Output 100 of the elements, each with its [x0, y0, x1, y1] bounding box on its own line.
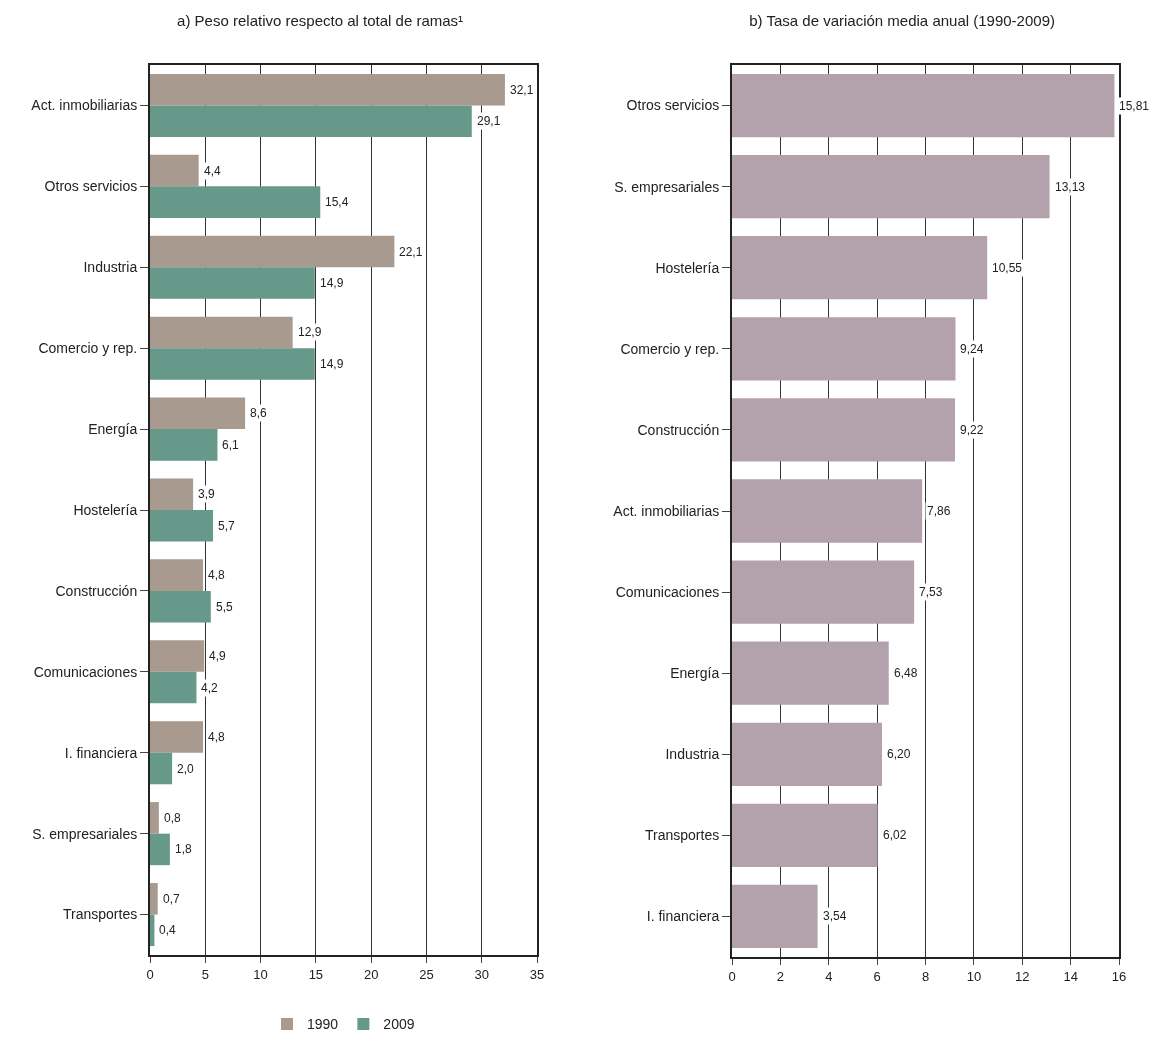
chart-title: b) Tasa de variación media anual (1990-2009): [749, 12, 1055, 30]
x-tick-label: 16: [1111, 968, 1127, 984]
y-tick-label: Industria: [665, 746, 720, 763]
data-label: 5,7: [218, 519, 236, 533]
x-tick-label: 12: [1015, 968, 1030, 984]
data-label: 14,9: [320, 357, 344, 371]
y-tick-label: Comunicaciones: [33, 663, 138, 680]
bar: [732, 722, 882, 786]
y-tick-label: Transportes: [63, 906, 138, 923]
y-tick-label: Industria: [83, 259, 138, 276]
legend-label: 2009: [383, 1016, 415, 1033]
y-tick-label: Otros servicios: [626, 97, 720, 114]
bar: [732, 884, 818, 949]
bar: [150, 154, 199, 187]
data-label: 0,7: [163, 892, 181, 906]
x-tick-label: 25: [419, 966, 434, 982]
data-label: 4,2: [201, 681, 219, 695]
data-label: 7,86: [927, 504, 951, 518]
bar: [150, 721, 204, 753]
bar: [150, 478, 194, 510]
data-label: 4,8: [208, 568, 226, 582]
x-tick-label: 6: [873, 968, 881, 984]
data-label: 22,1: [399, 245, 423, 259]
y-tick-label: Transportes: [645, 827, 720, 844]
y-tick-label: Construcción: [637, 421, 720, 438]
bar: [150, 752, 173, 785]
bar: [150, 802, 159, 834]
data-label: 4,8: [208, 730, 226, 744]
bar: [150, 510, 214, 542]
bar: [732, 560, 915, 624]
data-label: 13,13: [1055, 180, 1086, 194]
y-tick-label: Energía: [670, 665, 720, 682]
bar: [150, 316, 293, 349]
y-tick-label: Comercio y rep.: [620, 340, 720, 357]
bar: [150, 429, 218, 461]
bar: [732, 479, 923, 543]
data-label: 9,24: [960, 342, 984, 356]
y-tick-label: S. empresariales: [32, 825, 138, 842]
x-tick-label: 15: [308, 966, 324, 982]
bar: [150, 671, 197, 704]
data-label: 0,4: [159, 923, 177, 937]
y-tick-label: Otros servicios: [44, 178, 138, 195]
bar: [150, 640, 205, 672]
y-tick-label: S. empresariales: [614, 178, 720, 195]
bar: [150, 235, 395, 268]
bar: [150, 267, 315, 299]
legend-label: 1990: [307, 1016, 339, 1033]
x-tick-label: 35: [529, 966, 545, 982]
y-tick-label: Construcción: [55, 582, 138, 599]
x-tick-label: 8: [921, 968, 930, 984]
x-tick-label: 0: [728, 968, 736, 984]
y-tick-label: Hostelería: [655, 259, 720, 276]
data-label: 0,8: [164, 811, 182, 825]
bar: [732, 155, 1050, 219]
y-tick-label: Comunicaciones: [615, 583, 720, 600]
y-tick-label: Comercio y rep.: [38, 340, 138, 357]
data-label: 3,54: [823, 909, 847, 923]
data-label: 8,6: [250, 406, 268, 420]
bar: [150, 186, 321, 218]
y-tick-label: I. financiera: [646, 908, 720, 925]
data-label: 5,5: [216, 600, 234, 614]
bar: [732, 641, 889, 705]
y-tick-label: Hostelería: [73, 501, 138, 518]
bar: [732, 398, 956, 462]
y-tick-label: Act. inmobiliarias: [31, 97, 138, 114]
data-label: 15,4: [325, 195, 349, 209]
data-label: 15,81: [1119, 99, 1150, 113]
data-label: 14,9: [320, 276, 344, 290]
y-tick-label: Energía: [88, 420, 138, 437]
bar: [150, 590, 211, 623]
bar: [732, 73, 1115, 138]
chart-title: a) Peso relativo respecto al total de ramas¹: [177, 12, 464, 30]
data-label: 29,1: [477, 114, 501, 128]
data-label: 6,02: [883, 828, 907, 842]
x-tick-label: 5: [201, 966, 209, 982]
data-label: 10,55: [992, 261, 1023, 275]
y-tick-label: I. financiera: [64, 744, 138, 761]
bar: [150, 559, 204, 591]
bar: [732, 236, 988, 300]
bar: [732, 803, 878, 867]
x-tick-label: 10: [253, 966, 268, 982]
data-label: 9,22: [960, 423, 984, 437]
bar: [150, 833, 170, 866]
x-tick-label: 14: [1063, 968, 1078, 984]
data-label: 1,8: [175, 842, 193, 856]
bar: [150, 105, 472, 138]
x-tick-label: 20: [363, 966, 379, 982]
x-tick-label: 4: [825, 968, 833, 984]
data-label: 4,4: [204, 164, 222, 178]
x-tick-label: 10: [966, 968, 982, 984]
data-label: 12,9: [298, 325, 322, 339]
data-label: 32,1: [510, 83, 534, 97]
bar: [150, 882, 158, 915]
data-label: 7,53: [919, 585, 943, 599]
data-label: 6,1: [222, 438, 240, 452]
y-tick-label: Act. inmobiliarias: [613, 502, 720, 519]
bar: [732, 317, 956, 381]
data-label: 6,20: [887, 747, 911, 761]
x-tick-label: 30: [474, 966, 489, 982]
data-label: 2,0: [177, 762, 195, 776]
